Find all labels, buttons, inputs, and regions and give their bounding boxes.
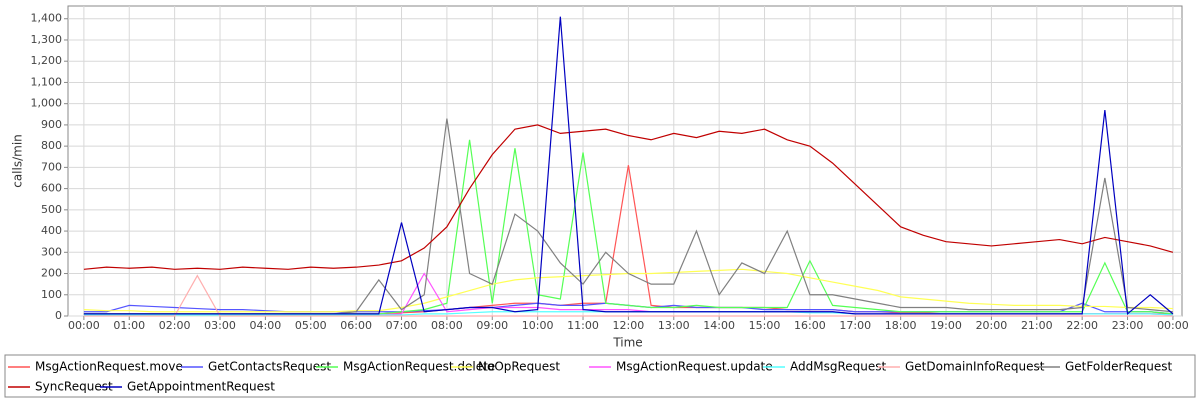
- legend-label: GetAppointmentRequest: [127, 380, 275, 394]
- x-tick-label: 05:00: [295, 319, 327, 332]
- x-tick-label: 06:00: [340, 319, 372, 332]
- y-tick-label: 1,300: [31, 33, 63, 46]
- series-line: [83, 274, 1173, 317]
- y-axis-title: calls/min: [11, 134, 25, 188]
- y-tick-label: 800: [41, 139, 62, 152]
- y-tick-label: 600: [41, 182, 62, 195]
- legend-label: MsgActionRequest.delete: [343, 360, 495, 374]
- y-tick-label: 400: [41, 224, 62, 237]
- x-tick-label: 20:00: [976, 319, 1008, 332]
- legend-box: [4, 354, 1196, 398]
- x-tick-label: 21:00: [1021, 319, 1053, 332]
- x-tick-label: 00:00: [68, 319, 100, 332]
- legend-label: GetContactsRequest: [208, 360, 331, 374]
- legend-label: GetDomainInfoRequest: [905, 360, 1045, 374]
- series-line: [83, 124, 1174, 270]
- x-tick-label: 01:00: [113, 319, 145, 332]
- x-tick-label: 15:00: [749, 319, 781, 332]
- x-tick-label: 14:00: [703, 319, 735, 332]
- legend-label: NoOpRequest: [478, 360, 560, 374]
- legend-label: AddMsgRequest: [790, 360, 886, 374]
- legend-label: MsgActionRequest.update: [616, 360, 773, 374]
- legend-label: GetFolderRequest: [1065, 360, 1173, 374]
- x-tick-label: 03:00: [204, 319, 236, 332]
- y-tick-label: 300: [41, 245, 62, 258]
- y-tick-label: 100: [41, 288, 62, 301]
- y-tick-label: 900: [41, 118, 62, 131]
- x-tick-label: 04:00: [250, 319, 282, 332]
- x-tick-label: 07:00: [386, 319, 418, 332]
- x-tick-label: 11:00: [567, 319, 599, 332]
- x-tick-label: 23:00: [1112, 319, 1144, 332]
- x-tick-label: 02:00: [159, 319, 191, 332]
- y-tick-label: 1,200: [31, 54, 63, 67]
- y-tick-label: 0: [55, 309, 62, 322]
- x-tick-label: 18:00: [885, 319, 917, 332]
- x-tick-label: 12:00: [613, 319, 645, 332]
- y-tick-label: 200: [41, 267, 62, 280]
- x-tick-label: 08:00: [431, 319, 463, 332]
- x-tick-label: 10:00: [522, 319, 554, 332]
- x-axis-title: Time: [612, 336, 642, 350]
- series-line: [83, 16, 1174, 316]
- y-tick-label: 1,000: [31, 97, 63, 110]
- plot-area: [67, 5, 1183, 317]
- legend-label: MsgActionRequest.move: [35, 360, 183, 374]
- x-tick-label: 16:00: [794, 319, 826, 332]
- x-tick-label: 17:00: [839, 319, 871, 332]
- x-tick-label: 13:00: [658, 319, 690, 332]
- y-tick-label: 500: [41, 203, 62, 216]
- x-tick-label: 09:00: [476, 319, 508, 332]
- x-tick-label: 22:00: [1066, 319, 1098, 332]
- x-tick-label: 19:00: [930, 319, 962, 332]
- y-tick-label: 700: [41, 160, 62, 173]
- y-tick-label: 1,100: [31, 75, 63, 88]
- legend-label: SyncRequest: [35, 380, 113, 394]
- y-tick-label: 1,400: [31, 12, 63, 25]
- x-tick-label: 00:00: [1157, 319, 1189, 332]
